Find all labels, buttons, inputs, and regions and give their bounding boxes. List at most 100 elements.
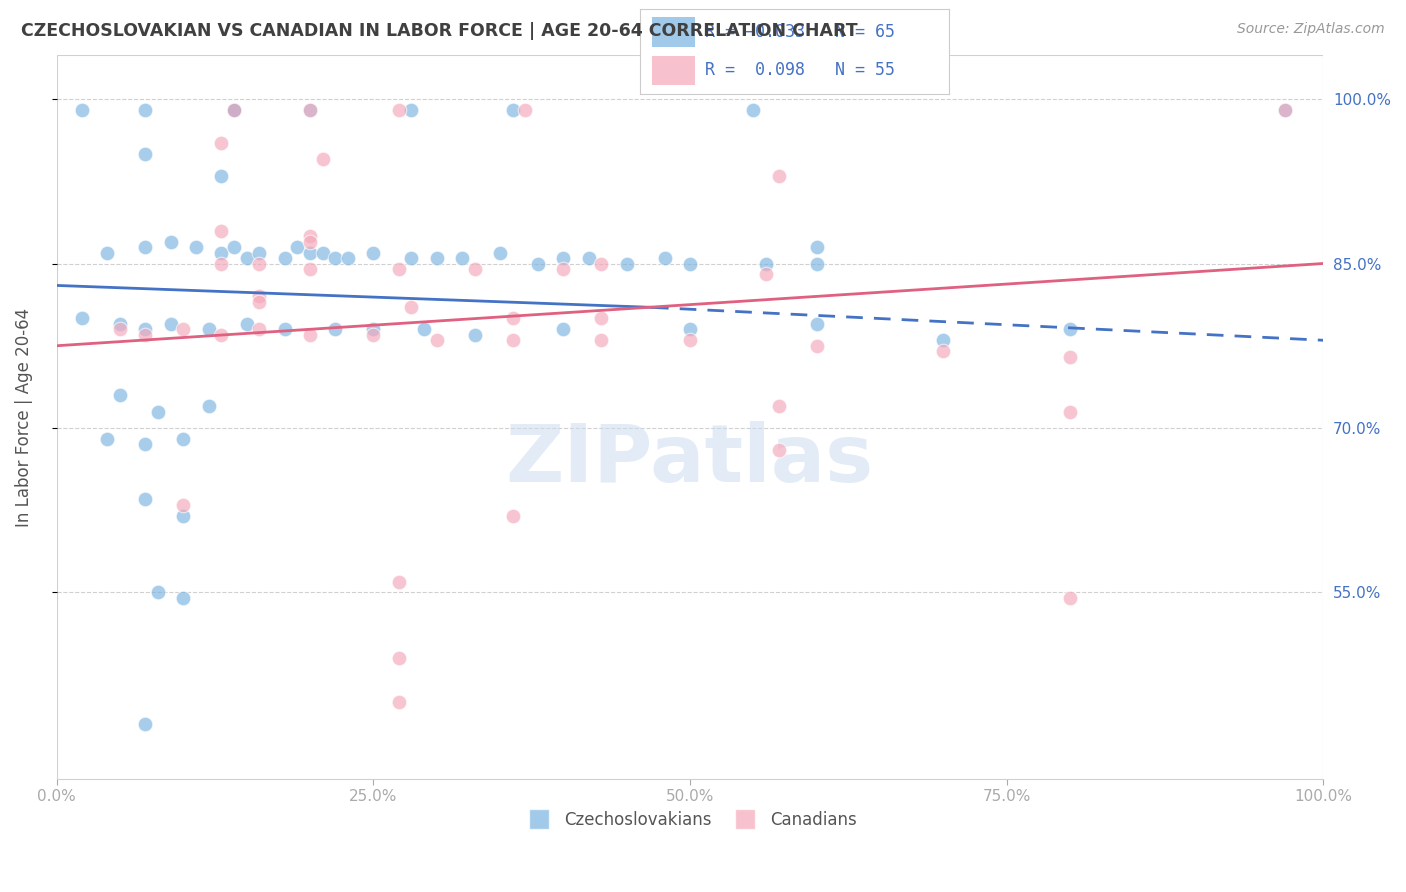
Point bbox=[172, 322, 194, 336]
Point bbox=[209, 327, 232, 342]
Point bbox=[755, 268, 778, 282]
Point bbox=[1059, 322, 1081, 336]
Text: ZIPatlas: ZIPatlas bbox=[506, 421, 875, 500]
Point bbox=[273, 322, 295, 336]
Point bbox=[502, 333, 524, 347]
Point bbox=[222, 103, 245, 117]
Point bbox=[578, 251, 600, 265]
Point bbox=[1059, 404, 1081, 418]
Point bbox=[134, 146, 156, 161]
Point bbox=[108, 317, 131, 331]
Point bbox=[209, 136, 232, 150]
Y-axis label: In Labor Force | Age 20-64: In Labor Force | Age 20-64 bbox=[15, 308, 32, 526]
Point bbox=[134, 103, 156, 117]
Point bbox=[806, 339, 828, 353]
Point bbox=[323, 322, 346, 336]
Point bbox=[134, 717, 156, 731]
Point bbox=[247, 256, 270, 270]
Point bbox=[247, 322, 270, 336]
Point bbox=[146, 585, 169, 599]
Point bbox=[388, 103, 411, 117]
Point bbox=[298, 327, 321, 342]
Point bbox=[172, 591, 194, 605]
Point bbox=[768, 442, 790, 457]
Point bbox=[768, 399, 790, 413]
Point bbox=[70, 311, 93, 326]
Legend: Czechoslovakians, Canadians: Czechoslovakians, Canadians bbox=[516, 805, 863, 836]
Point bbox=[388, 651, 411, 665]
Point bbox=[591, 256, 613, 270]
Point bbox=[591, 333, 613, 347]
Point bbox=[1274, 103, 1296, 117]
Point bbox=[134, 492, 156, 507]
Point bbox=[134, 437, 156, 451]
Point bbox=[96, 245, 118, 260]
Point bbox=[298, 103, 321, 117]
Point bbox=[388, 262, 411, 277]
Point bbox=[768, 169, 790, 183]
Point bbox=[502, 508, 524, 523]
Point bbox=[932, 333, 955, 347]
FancyBboxPatch shape bbox=[652, 18, 696, 47]
Point bbox=[235, 317, 257, 331]
Point bbox=[70, 103, 93, 117]
Point bbox=[209, 224, 232, 238]
Point bbox=[679, 256, 702, 270]
Point bbox=[311, 153, 333, 167]
Point bbox=[298, 262, 321, 277]
Point bbox=[1059, 591, 1081, 605]
Point bbox=[134, 327, 156, 342]
Point bbox=[413, 322, 436, 336]
Point bbox=[932, 344, 955, 359]
Point bbox=[361, 327, 384, 342]
Point bbox=[426, 333, 449, 347]
Point bbox=[502, 311, 524, 326]
Point bbox=[679, 322, 702, 336]
Point bbox=[755, 256, 778, 270]
Point bbox=[426, 251, 449, 265]
Point bbox=[361, 322, 384, 336]
Text: R =  0.098   N = 55: R = 0.098 N = 55 bbox=[704, 62, 894, 79]
Point bbox=[172, 498, 194, 512]
Point bbox=[1274, 103, 1296, 117]
Point bbox=[654, 251, 676, 265]
Point bbox=[298, 103, 321, 117]
Point bbox=[323, 251, 346, 265]
Point bbox=[134, 240, 156, 254]
Point bbox=[247, 289, 270, 303]
Point bbox=[464, 327, 486, 342]
Point bbox=[401, 103, 423, 117]
Point bbox=[298, 229, 321, 244]
Point bbox=[553, 322, 575, 336]
Point bbox=[401, 301, 423, 315]
Point bbox=[184, 240, 207, 254]
Point bbox=[134, 322, 156, 336]
Text: R = −0.033   N = 65: R = −0.033 N = 65 bbox=[704, 23, 894, 41]
Point bbox=[311, 245, 333, 260]
Point bbox=[108, 388, 131, 402]
Point bbox=[209, 245, 232, 260]
Point bbox=[1059, 350, 1081, 364]
Point bbox=[451, 251, 474, 265]
Text: Source: ZipAtlas.com: Source: ZipAtlas.com bbox=[1237, 22, 1385, 37]
Point bbox=[298, 245, 321, 260]
Point bbox=[553, 251, 575, 265]
Point bbox=[108, 322, 131, 336]
FancyBboxPatch shape bbox=[652, 55, 696, 85]
Point bbox=[336, 251, 359, 265]
Point bbox=[616, 256, 638, 270]
Point bbox=[209, 169, 232, 183]
Point bbox=[172, 508, 194, 523]
Point bbox=[222, 103, 245, 117]
Point bbox=[159, 235, 181, 249]
Point bbox=[464, 262, 486, 277]
Point bbox=[285, 240, 308, 254]
Point bbox=[146, 404, 169, 418]
Point bbox=[388, 574, 411, 589]
Point bbox=[401, 251, 423, 265]
Point bbox=[515, 103, 537, 117]
Point bbox=[388, 695, 411, 709]
Point bbox=[591, 311, 613, 326]
Point bbox=[273, 251, 295, 265]
Point bbox=[502, 103, 524, 117]
